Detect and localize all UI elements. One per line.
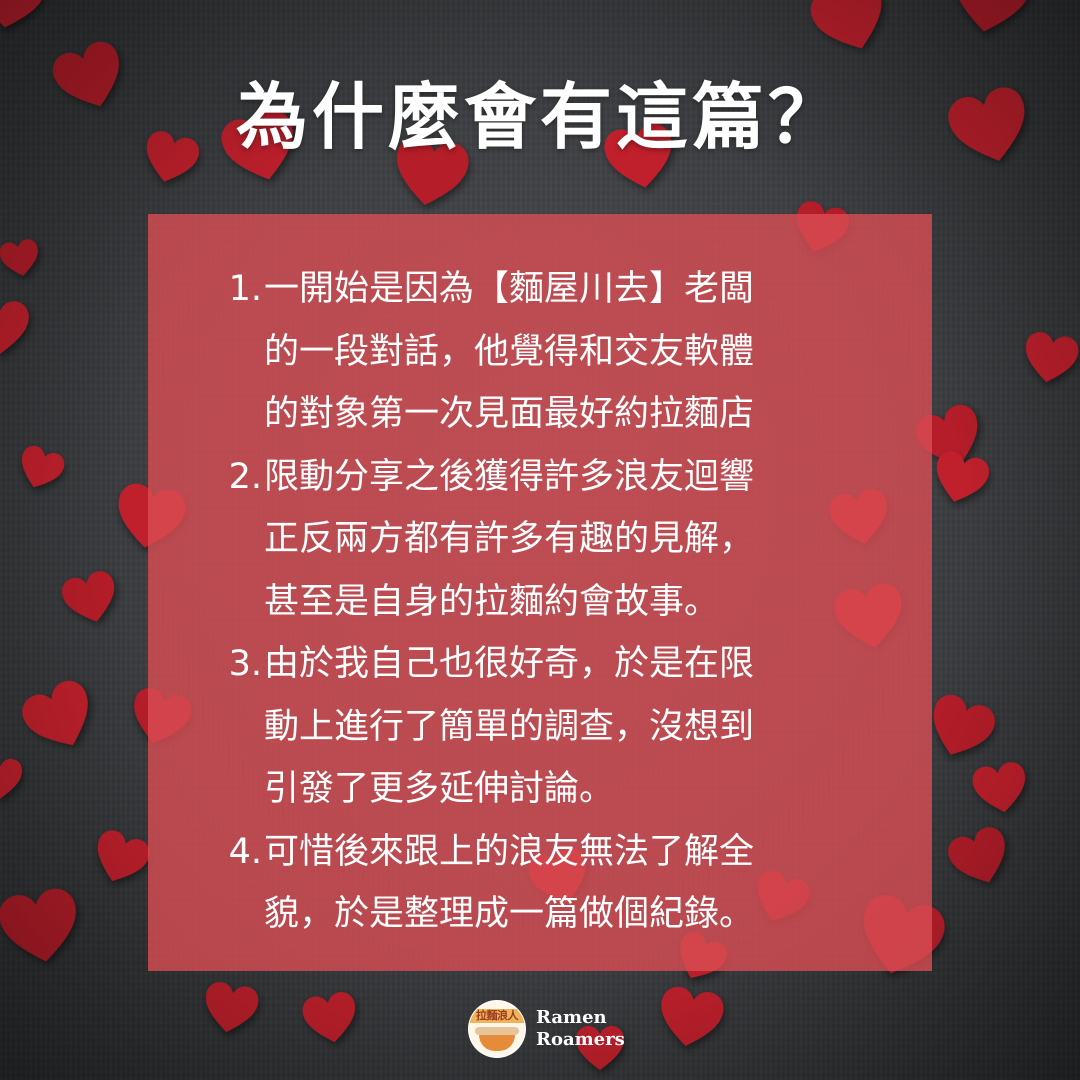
heart-icon: [810, 0, 881, 49]
logo-badge-text: 拉麵浪人: [469, 1009, 525, 1023]
heart-icon: [604, 123, 672, 188]
item-number: 3.: [228, 644, 262, 684]
list-item: 1. 一開始是因為【麵屋川去】老闆 的一段對話，他覺得和交友軟體 的對象第一次見…: [214, 258, 874, 446]
heart-icon: [61, 570, 114, 622]
content-panel: [148, 214, 932, 971]
heart-icon: [0, 0, 46, 28]
item-number: 4.: [228, 831, 262, 872]
heart-icon: [0, 239, 38, 276]
heart-icon: [0, 301, 29, 354]
heart-icon: [936, 450, 989, 502]
heart-icon: [302, 991, 355, 1042]
item-number: 2.: [228, 456, 262, 497]
heart-icon: [1025, 331, 1078, 382]
heart-icon: [660, 986, 724, 1046]
heart-icon: [576, 1026, 624, 1070]
reason-list: 1. 一開始是因為【麵屋川去】老闆 的一段對話，他覺得和交友軟體 的對象第一次見…: [214, 258, 874, 946]
heart-icon: [22, 680, 88, 746]
brand-line-2: Roamers: [536, 1029, 625, 1050]
brand-name: Ramen Roamers: [536, 1007, 625, 1051]
heart-icon: [948, 827, 1005, 883]
item-number: 1.: [228, 269, 262, 309]
heart-icon: [0, 758, 22, 798]
ramen-bowl-icon: 拉麵浪人: [468, 1000, 526, 1058]
brand-logo: 拉麵浪人 Ramen Roamers: [468, 1000, 625, 1058]
heart-icon: [948, 87, 1025, 161]
list-item: 2. 限動分享之後獲得許多浪友迴響 正反兩方都有許多有趣的見解， 甚至是自身的拉…: [214, 446, 874, 634]
heart-icon: [221, 110, 293, 179]
heart-icon: [205, 981, 258, 1032]
item-text: 一開始是因為【麵屋川去】老闆 的一段對話，他覺得和交友軟體 的對象第一次見面最好…: [264, 269, 755, 434]
heart-icon: [146, 130, 199, 182]
item-text: 可惜後來跟上的浪友無法了解全 貌，於是整理成一篇做個紀錄。: [264, 831, 755, 935]
heart-icon: [21, 445, 64, 487]
heart-icon: [97, 829, 150, 881]
item-text: 限動分享之後獲得許多浪友迴響 正反兩方都有許多有趣的見解， 甚至是自身的拉麵約會…: [264, 456, 755, 622]
brand-line-1: Ramen: [536, 1007, 607, 1028]
list-item: 4. 可惜後來跟上的浪友無法了解全 貌，於是整理成一篇做個紀錄。: [214, 821, 874, 946]
heart-icon: [954, 0, 1031, 32]
list-item: 3. 由於我自己也很好奇，於是在限 動上進行了簡單的調查，沒想到 引發了更多延伸…: [214, 633, 874, 821]
heart-icon: [972, 761, 1025, 812]
item-text: 由於我自己也很好奇，於是在限 動上進行了簡單的調查，沒想到 引發了更多延伸討論。: [264, 644, 755, 809]
heart-icon: [52, 41, 119, 107]
page-title: 為什麼會有這篇？: [235, 75, 844, 159]
heart-icon: [933, 694, 995, 755]
heart-icon: [0, 888, 76, 962]
heart-icon: [396, 136, 469, 205]
